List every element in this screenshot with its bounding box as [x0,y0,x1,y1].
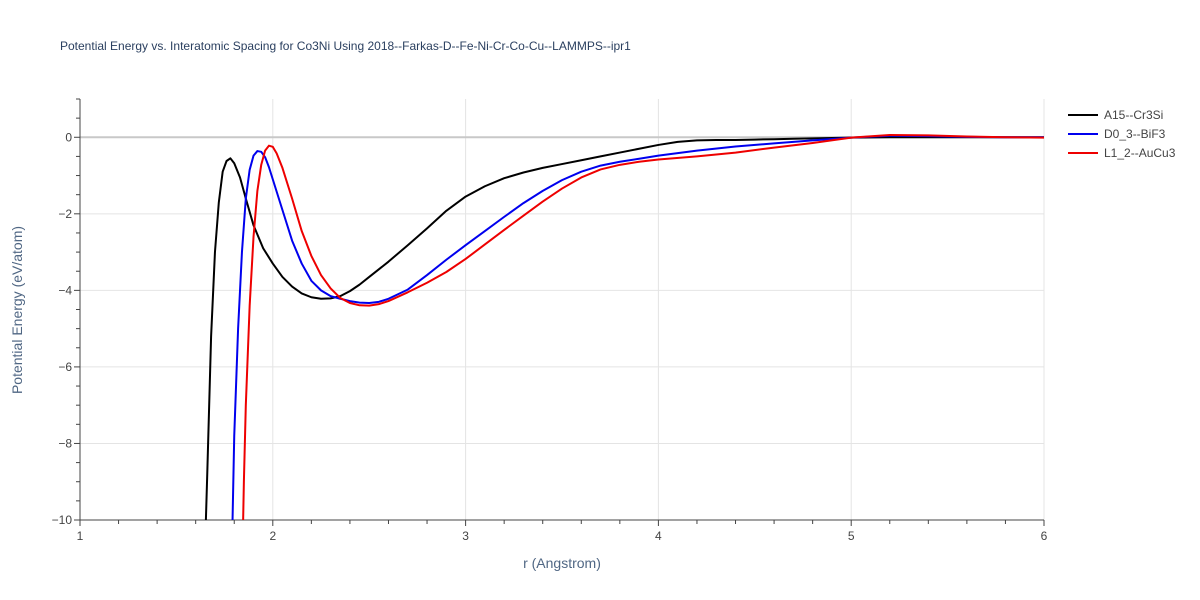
x-tick-label: 3 [462,529,469,543]
legend-label: A15--Cr3Si [1104,108,1163,122]
grid [79,99,1045,521]
y-axis-title: Potential Energy (eV/atom) [9,226,25,394]
series-line-1 [231,134,1044,520]
x-tick-label: 6 [1041,529,1048,543]
y-tick-label: −8 [58,436,72,450]
x-tick-label: 5 [848,529,855,543]
axes [74,98,1045,526]
legend[interactable]: A15--Cr3Si D0_3--BiF3 L1_2--AuCu3 [1068,108,1176,160]
y-tick-label: −10 [52,513,73,527]
y-tick-label: −4 [58,283,72,297]
y-ticks: −10 −8 −6 −4 −2 0 [52,130,73,527]
y-tick-label: 0 [65,130,72,144]
x-tick-label: 2 [269,529,276,543]
x-tick-label: 4 [655,529,662,543]
series-layer [204,133,1044,520]
x-axis-title: r (Angstrom) [523,555,601,571]
legend-item-1[interactable]: D0_3--BiF3 [1068,127,1166,141]
x-tick-label: 1 [77,529,84,543]
legend-label: D0_3--BiF3 [1104,127,1166,141]
y-tick-label: −6 [58,360,72,374]
legend-item-0[interactable]: A15--Cr3Si [1068,108,1163,122]
legend-item-2[interactable]: L1_2--AuCu3 [1068,146,1176,160]
series-line-2 [242,133,1044,520]
chart-title: Potential Energy vs. Interatomic Spacing… [60,39,631,53]
x-ticks: 1 2 3 4 5 6 [77,529,1048,543]
y-tick-label: −2 [58,207,72,221]
legend-label: L1_2--AuCu3 [1104,146,1176,160]
series-line-0 [204,136,1044,520]
